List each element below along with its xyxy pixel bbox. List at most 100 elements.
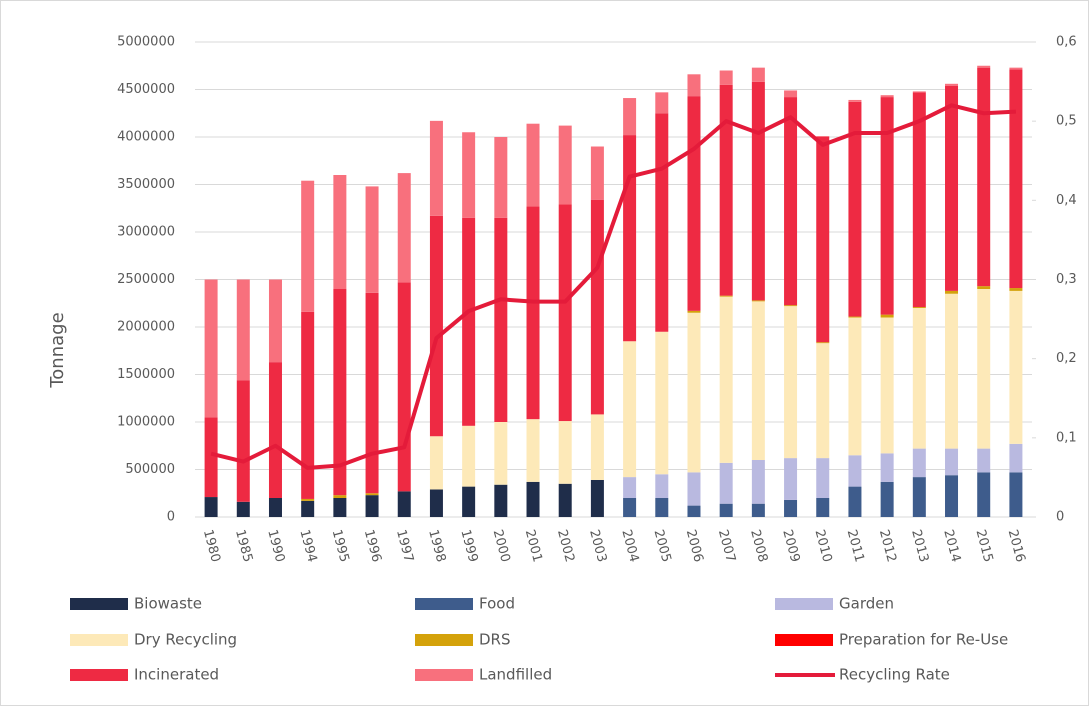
bar-segment <box>719 295 733 297</box>
bar-segment <box>880 314 894 318</box>
bar-segment <box>365 495 379 517</box>
bar-segment <box>784 306 798 459</box>
bar-segment <box>912 307 926 308</box>
y-tick-label: 2000000 <box>117 320 175 335</box>
legend-label: DRS <box>479 631 511 649</box>
y2-tick-label: 0,6 <box>1056 35 1077 50</box>
legend-swatch <box>415 634 473 646</box>
bar-segment <box>590 199 604 415</box>
bar-segment <box>623 498 637 517</box>
bar-segment <box>268 279 282 363</box>
bar-segment <box>816 458 830 498</box>
bar-segment <box>751 67 765 82</box>
bar-segment <box>236 279 250 381</box>
legend-swatch <box>415 598 473 610</box>
bar-segment <box>655 498 669 517</box>
y-tick-label: 1500000 <box>117 367 175 382</box>
bar-segment <box>204 497 218 517</box>
bar-segment <box>333 498 347 517</box>
bar-segment <box>816 343 830 459</box>
bar-segment <box>365 493 379 496</box>
y-tick-label: 500000 <box>125 462 175 477</box>
bar-segment <box>1009 472 1023 517</box>
legend-label: Biowaste <box>134 595 202 613</box>
bar-segment <box>880 97 894 315</box>
y-tick-label: 1000000 <box>117 415 175 430</box>
bar-segment <box>784 499 798 517</box>
bar-segment <box>1009 67 1023 70</box>
bar-segment <box>526 206 540 420</box>
bar-segment <box>333 289 347 496</box>
legend-label: Preparation for Re-Use <box>839 631 1008 649</box>
legend-label: Garden <box>839 595 894 613</box>
bar-segment <box>816 136 830 137</box>
bar-segment <box>1009 290 1023 444</box>
y-tick-label: 3000000 <box>117 225 175 240</box>
bar-segment <box>397 282 411 492</box>
bar-segment <box>333 175 347 289</box>
bar-segment <box>880 453 894 482</box>
bar-segment <box>880 481 894 517</box>
bar-segment <box>655 92 669 114</box>
bar-segment <box>977 448 991 473</box>
bar-segment <box>236 501 250 517</box>
bar-segment <box>462 217 476 426</box>
bar-segment <box>945 290 959 294</box>
bar-segment <box>462 132 476 218</box>
legend-swatch <box>775 598 833 610</box>
bar-segment <box>977 65 991 68</box>
bar-segment <box>590 479 604 517</box>
bar-segment <box>848 101 862 317</box>
bar-segment <box>365 292 379 494</box>
legend-swatch <box>70 598 128 610</box>
bar-segment <box>526 123 540 207</box>
bar-segment <box>816 342 830 344</box>
bar-segment <box>558 421 572 484</box>
bar-segment <box>397 491 411 517</box>
bar-segment <box>655 113 669 332</box>
y-tick-label: 5000000 <box>117 35 175 50</box>
bar-segment <box>848 99 862 102</box>
legend-swatch <box>775 634 833 646</box>
y2-tick-label: 0,3 <box>1056 272 1077 287</box>
y2-tick-label: 0,2 <box>1056 351 1077 366</box>
bar-segment <box>526 419 540 482</box>
bar-segment <box>558 125 572 205</box>
y-tick-label: 4500000 <box>117 82 175 97</box>
bar-segment <box>784 458 798 500</box>
bar-segment <box>848 455 862 487</box>
bar-segment <box>494 137 508 218</box>
bar-segment <box>945 85 959 291</box>
bar-segment <box>429 215 443 437</box>
legend-label: Food <box>479 595 515 613</box>
y-tick-label: 2500000 <box>117 272 175 287</box>
bar-segment <box>558 204 572 422</box>
bar-segment <box>751 301 765 460</box>
bar-segment <box>912 91 926 93</box>
bar-segment <box>912 308 926 449</box>
bar-segment <box>623 477 637 498</box>
bar-segment <box>462 425 476 487</box>
bar-segment <box>429 489 443 517</box>
legend-swatch <box>415 669 473 681</box>
bar-segment <box>719 84 733 296</box>
bar-segment <box>429 436 443 490</box>
y2-tick-label: 0 <box>1056 510 1064 525</box>
bar-segment <box>848 316 862 318</box>
bar-segment <box>784 305 798 307</box>
bar-segment <box>301 498 315 501</box>
legend-label: Landfilled <box>479 666 552 684</box>
bar-segment <box>526 481 540 517</box>
y2-tick-label: 0,4 <box>1056 193 1077 208</box>
y-tick-label: 0 <box>167 510 175 525</box>
legend-swatch <box>70 669 128 681</box>
bar-segment <box>848 486 862 517</box>
bar-segment <box>1009 443 1023 473</box>
bar-segment <box>268 362 282 498</box>
rate-line <box>210 103 1016 470</box>
bar-segment <box>623 341 637 478</box>
bar-segment <box>784 90 798 98</box>
bar-segment <box>751 81 765 301</box>
